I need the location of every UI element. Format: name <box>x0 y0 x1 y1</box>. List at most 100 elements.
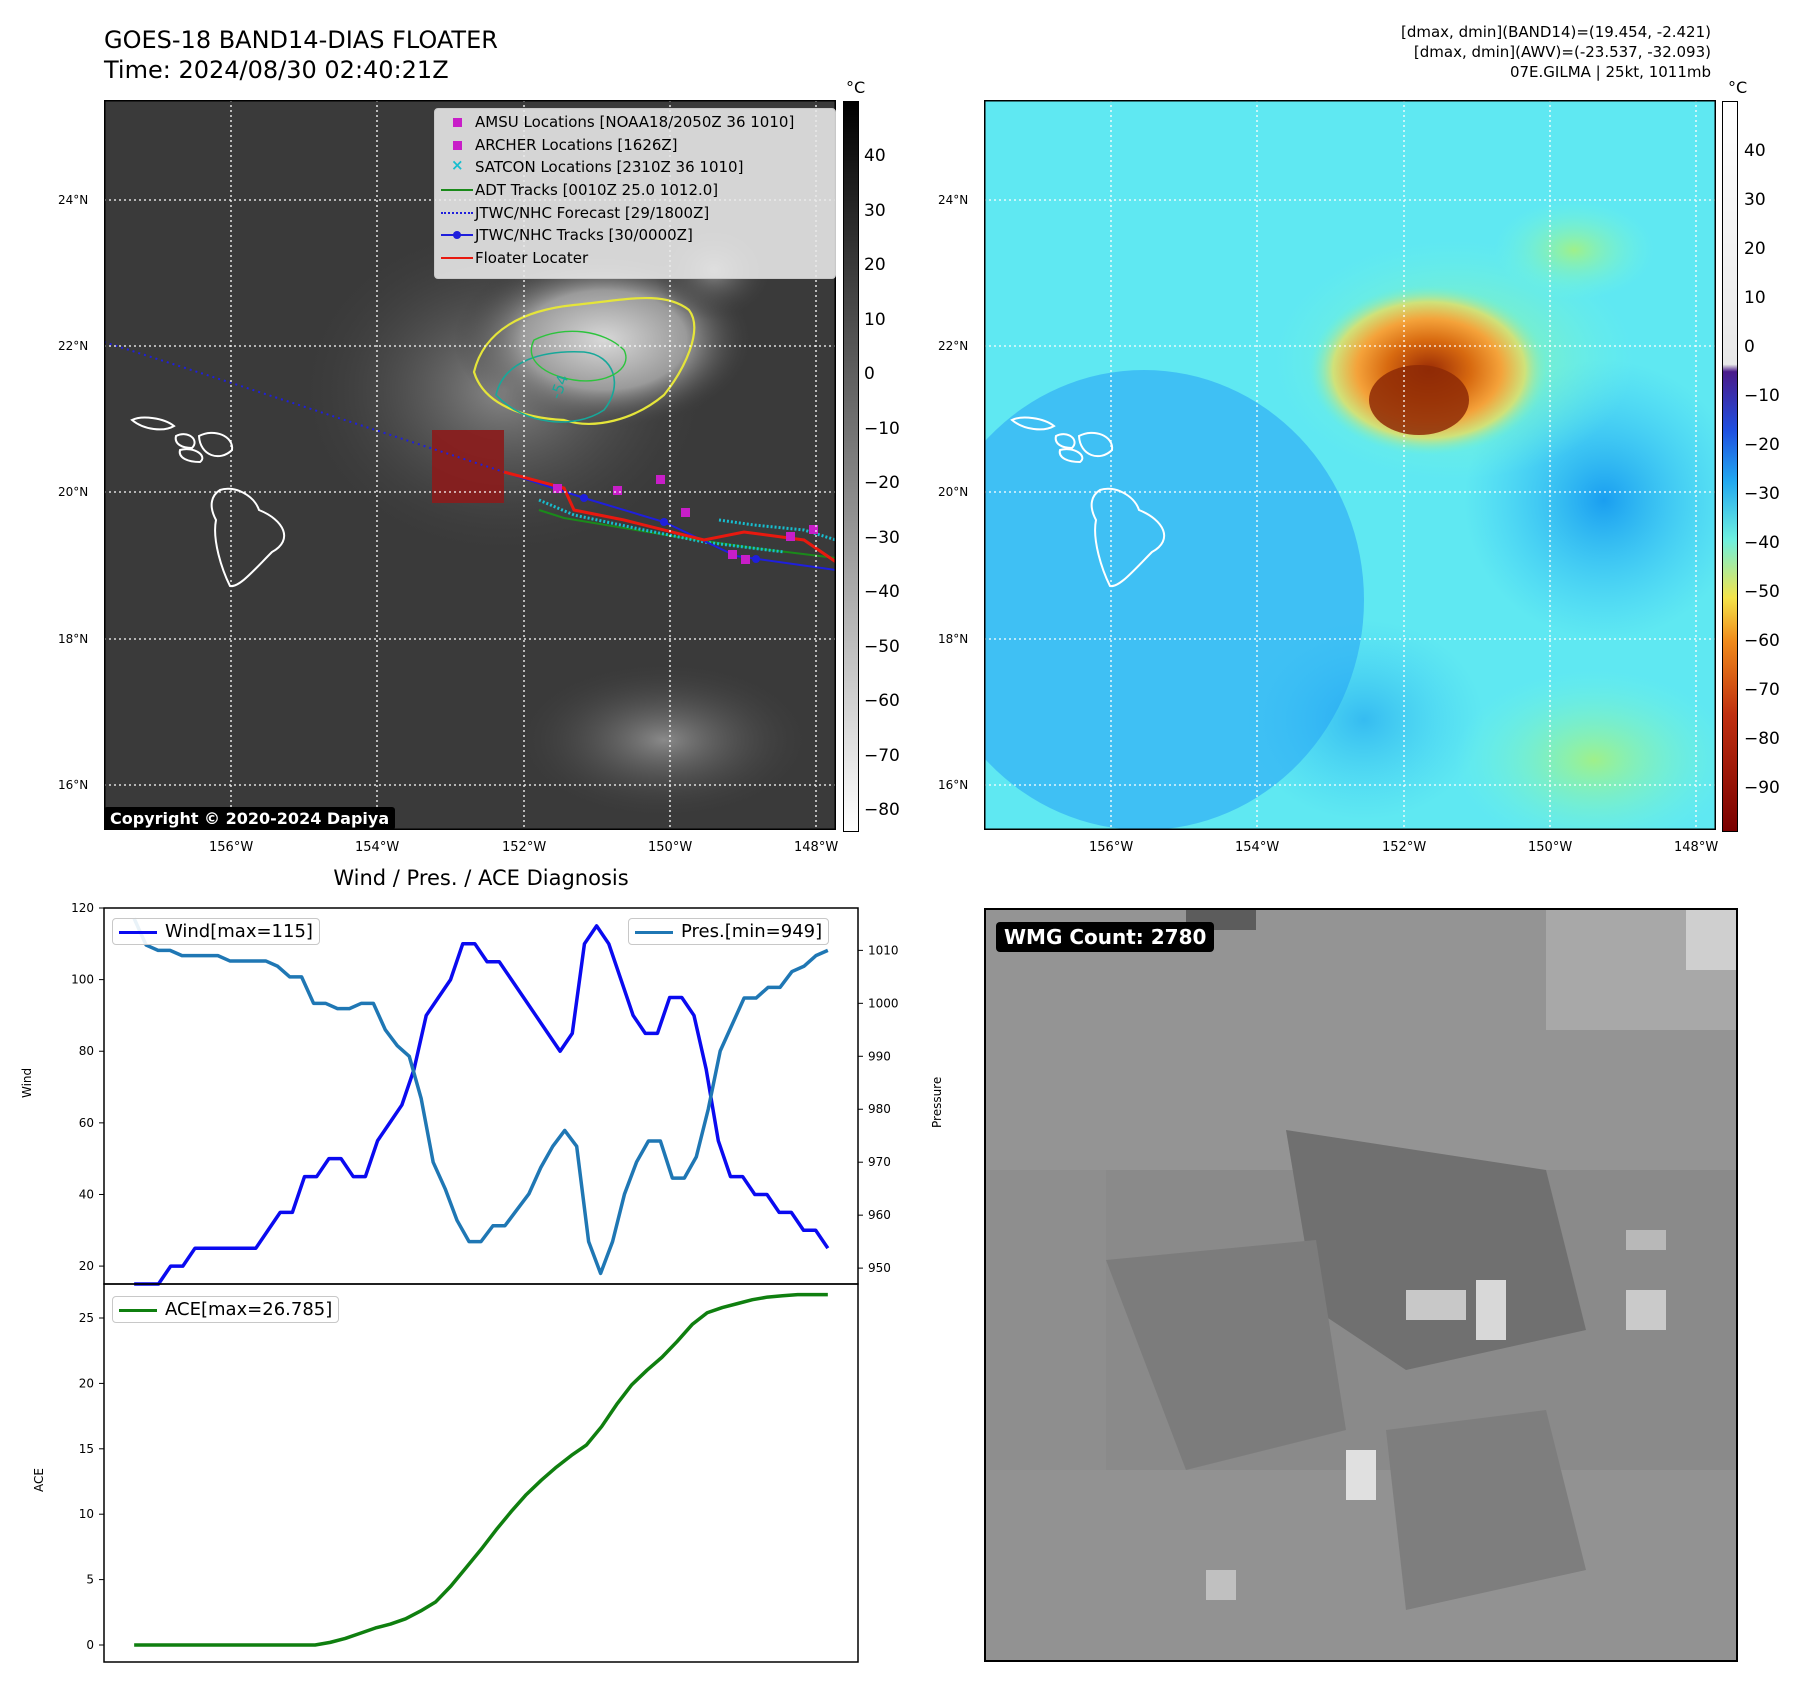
y2-tick-label: 1010 <box>868 943 899 957</box>
colorbar-tick-label: −30 <box>864 527 900 548</box>
legend-label: AMSU Locations [NOAA18/2050Z 36 1010] <box>475 113 795 132</box>
colorbar-tick-label: 30 <box>864 200 886 221</box>
diagnosis-title: Wind / Pres. / ACE Diagnosis <box>333 866 629 890</box>
figure-time: Time: 2024/08/30 02:40:21Z <box>104 56 449 84</box>
legend-symbol <box>439 180 475 200</box>
legend-label: ADT Tracks [0010Z 25.0 1012.0] <box>475 181 719 200</box>
y2-tick-label: 990 <box>868 1049 891 1063</box>
y-tick-label: 20 <box>79 1376 94 1390</box>
ace-legend-swatch <box>119 1308 157 1312</box>
colorbar-tick-label: −70 <box>1744 680 1780 700</box>
legend-label: Floater Locater <box>475 248 589 267</box>
pressure-legend-swatch <box>635 930 673 934</box>
legend-label: JTWC/NHC Tracks [30/0000Z] <box>475 226 693 245</box>
colorbar1-unit: °C <box>846 78 866 97</box>
y-tick-label: 0 <box>86 1638 94 1652</box>
colorbar1 <box>843 101 859 832</box>
y-tick-label: 15 <box>79 1442 94 1456</box>
map-legend: AMSU Locations [NOAA18/2050Z 36 1010] ARC… <box>434 108 836 279</box>
wind-pressure-chart: 20 40 60 80 100 120 950 960 970 980 990 1000 1010 <box>71 901 899 1286</box>
plot-frame <box>103 907 859 1285</box>
lat-tick-label: 22°N <box>58 339 89 353</box>
y2-tick-label: 1000 <box>868 996 899 1010</box>
wind-legend-label: Wind[max=115] <box>165 921 313 942</box>
legend-symbol <box>439 203 475 223</box>
colorbar-tick-label: 0 <box>1744 337 1755 357</box>
lat-tick-label: 18°N <box>58 632 89 646</box>
legend-symbol <box>439 248 475 268</box>
ace-axis-label: ACE <box>32 1468 46 1492</box>
wind-axis-label: Wind <box>20 1067 34 1098</box>
lon-tick-label: 156°W <box>209 840 254 855</box>
colorbar-tick-label: −10 <box>864 418 900 439</box>
lon-tick-label: 152°W <box>1382 840 1427 855</box>
colorbar-tick-label: −10 <box>1744 386 1780 406</box>
ace-legend-label: ACE[max=26.785] <box>165 1299 333 1320</box>
y2-tick-label: 950 <box>868 1261 891 1275</box>
colorbar-tick-label: −20 <box>1744 435 1780 455</box>
wmg-panel: WMG Count: 2780 <box>984 908 1738 1662</box>
pressure-line <box>132 917 829 1276</box>
wmg-count-badge: WMG Count: 2780 <box>996 922 1215 952</box>
ace-chart: 0 5 10 15 20 25 <box>79 1283 859 1663</box>
legend-entry: Floater Locater <box>439 247 831 270</box>
info-band14-range: [dmax, dmin](BAND14)=(19.454, -2.421) <box>1400 23 1711 41</box>
lon-tick-label: 152°W <box>502 840 547 855</box>
legend-symbol <box>439 112 475 132</box>
colorbar2 <box>1722 101 1738 832</box>
y-tick-label: 120 <box>71 901 94 915</box>
y-tick-label: 5 <box>86 1573 94 1587</box>
y-tick-label: 10 <box>79 1507 94 1521</box>
colorbar-tick-label: 10 <box>864 309 886 330</box>
lat-tick-label: 20°N <box>58 485 89 499</box>
legend-entry: AMSU Locations [NOAA18/2050Z 36 1010] <box>439 111 831 134</box>
colorbar-tick-label: −50 <box>864 636 900 657</box>
colorbar-tick-label: 40 <box>864 146 886 166</box>
y2-tick-label: 980 <box>868 1102 891 1116</box>
info-awv-range: [dmax, dmin](AWV)=(-23.537, -32.093) <box>1413 43 1711 61</box>
lat-tick-label: 22°N <box>938 339 969 353</box>
lat-tick-label: 24°N <box>58 193 89 207</box>
wmg-image <box>986 910 1736 1660</box>
pressure-legend: Pres.[min=949] <box>628 918 830 945</box>
lat-tick-label: 18°N <box>938 632 969 646</box>
copyright-badge: Copyright © 2020-2024 Dapiya <box>104 807 396 830</box>
series-line <box>134 1292 828 1647</box>
colorbar-tick-label: −20 <box>864 473 900 493</box>
awv-map <box>924 100 1744 850</box>
lat-tick-label: 16°N <box>938 778 969 792</box>
y-tick-label: 25 <box>79 1311 94 1325</box>
y2-tick-label: 960 <box>868 1208 891 1222</box>
legend-label: ARCHER Locations [1626Z] <box>475 135 678 154</box>
lon-tick-label: 156°W <box>1089 840 1134 855</box>
wind-legend-swatch <box>119 930 157 934</box>
colorbar-tick-label: 20 <box>864 255 886 275</box>
legend-entry: ARCHER Locations [1626Z] <box>439 134 831 157</box>
colorbar-tick-label: 10 <box>1744 288 1766 308</box>
legend-entry: JTWC/NHC Tracks [30/0000Z] <box>439 224 831 247</box>
series-line <box>134 924 830 1286</box>
y2-tick-label: 970 <box>868 1155 891 1169</box>
colorbar-tick-label: −30 <box>1744 484 1780 504</box>
colorbar-tick-label: −50 <box>1744 582 1780 602</box>
awv-map-gridlines <box>984 100 1716 830</box>
lon-tick-label: 150°W <box>648 840 693 855</box>
plot-frame <box>103 1283 859 1663</box>
lat-tick-label: 16°N <box>58 778 89 792</box>
pressure-axis-label: Pressure <box>930 1076 944 1128</box>
legend-symbol: × <box>451 156 464 175</box>
legend-label: JTWC/NHC Forecast [29/1800Z] <box>475 203 710 222</box>
colorbar-tick-label: 40 <box>1744 141 1766 161</box>
legend-entry: × SATCON Locations [2310Z 36 1010] <box>439 156 831 179</box>
legend-symbol <box>439 225 475 245</box>
ace-legend: ACE[max=26.785] <box>112 1296 340 1323</box>
y-tick-label: 60 <box>79 1116 94 1130</box>
colorbar-tick-label: −90 <box>1744 778 1780 798</box>
info-storm: 07E.GILMA | 25kt, 1011mb <box>1509 63 1711 81</box>
colorbar-tick-label: −40 <box>864 582 900 602</box>
lon-tick-label: 150°W <box>1528 840 1573 855</box>
colorbar-tick-label: −60 <box>864 691 900 711</box>
colorbar-tick-label: −60 <box>1744 631 1780 651</box>
y-tick-label: 80 <box>79 1044 94 1058</box>
colorbar-tick-label: 30 <box>1744 190 1766 210</box>
